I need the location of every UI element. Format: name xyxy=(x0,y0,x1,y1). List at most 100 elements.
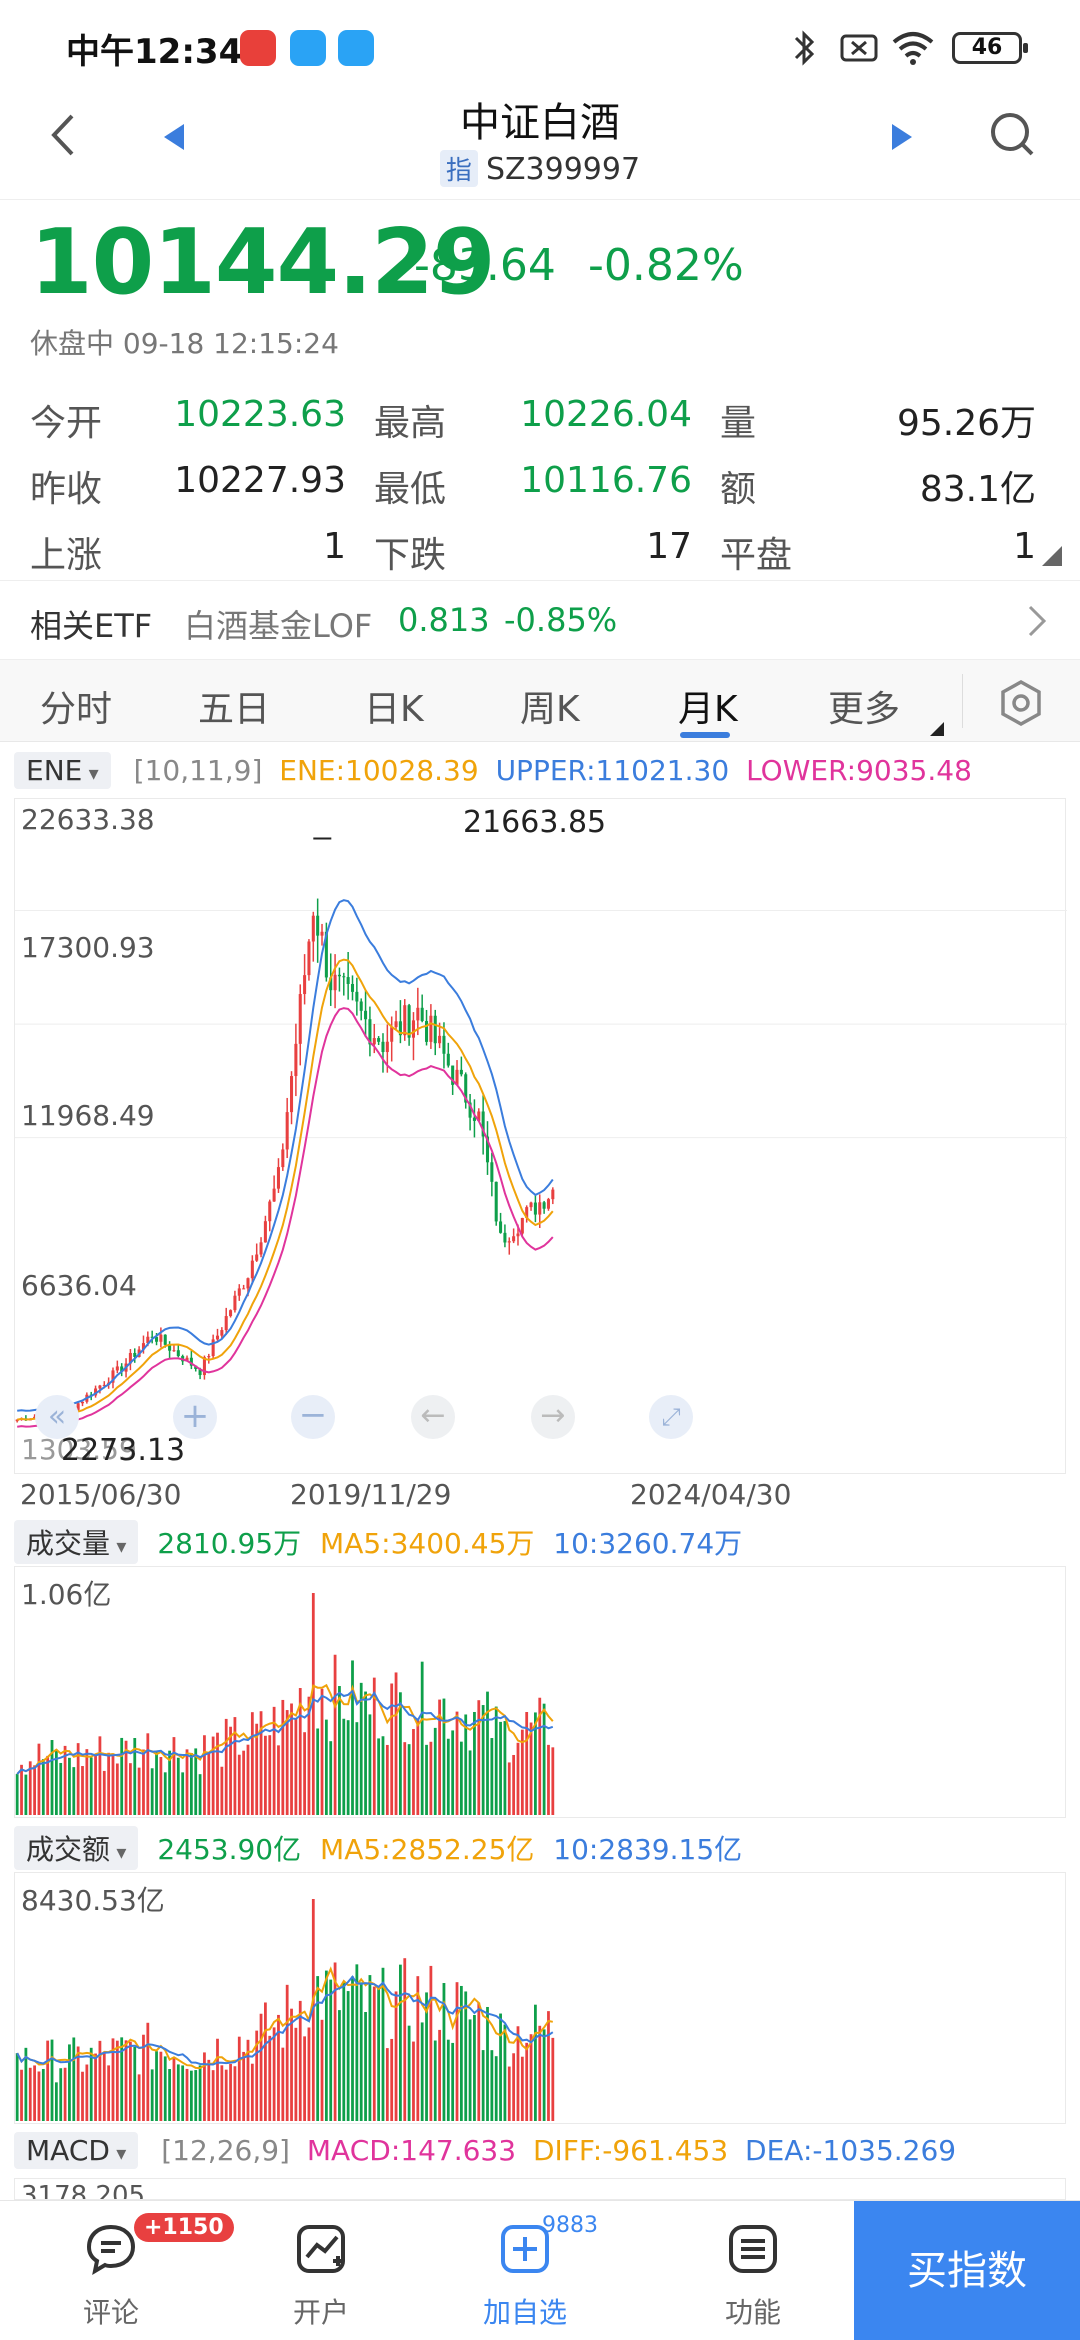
amount-bar xyxy=(481,2050,485,2121)
amount-bar xyxy=(342,1982,346,2121)
tab-monthly-k[interactable]: 月K xyxy=(678,689,738,730)
volume-bar xyxy=(111,1754,115,1815)
volume-bar xyxy=(54,1749,58,1815)
app-notification-icon xyxy=(240,30,276,66)
amount-dropdown[interactable]: 成交额 xyxy=(14,1826,139,1870)
tab-intraday[interactable]: 分时 xyxy=(40,689,113,730)
buy-index-button[interactable]: 买指数 xyxy=(854,2201,1080,2340)
amount-bar xyxy=(85,2064,89,2121)
kline-candle xyxy=(442,1035,446,1054)
fullscreen-icon[interactable]: ⤢ xyxy=(649,1395,693,1439)
kline-candle xyxy=(342,976,346,978)
volume-bar xyxy=(85,1749,89,1815)
scroll-left-icon[interactable]: ← xyxy=(411,1395,455,1439)
volume-bar xyxy=(224,1718,228,1815)
zoom-in-icon[interactable]: + xyxy=(173,1395,217,1439)
amount-value: 83.1亿 xyxy=(919,469,1036,510)
trade-time: 休盘中 09-18 12:15:24 xyxy=(30,327,339,360)
volume-bar xyxy=(129,1763,132,1815)
amount-bar xyxy=(203,2052,206,2121)
kline-candle xyxy=(176,1350,180,1357)
next-stock-icon[interactable] xyxy=(888,122,916,152)
volume-bar xyxy=(329,1741,333,1815)
back-icon[interactable] xyxy=(44,110,80,160)
kline-candle xyxy=(359,1001,363,1011)
kline-candle xyxy=(477,1111,481,1121)
kline-candle xyxy=(285,1112,289,1150)
expand-corner-icon[interactable] xyxy=(1040,544,1064,568)
volume-bar xyxy=(464,1714,468,1815)
volume-bar xyxy=(181,1772,185,1815)
current-price: 10144.29 xyxy=(30,210,496,315)
chat-notification-icon-2 xyxy=(338,30,374,66)
macd-chart-panel: 3178.205 xyxy=(14,2178,1066,2200)
amount-bar xyxy=(368,1975,372,2121)
kline-candle xyxy=(390,1027,394,1042)
kline-candle xyxy=(159,1334,163,1342)
volume-dropdown[interactable]: 成交量 xyxy=(14,1520,139,1564)
prev-stock-icon[interactable] xyxy=(160,122,188,152)
flat-count: 1 xyxy=(1013,526,1036,567)
tab-five-day[interactable]: 五日 xyxy=(198,689,271,730)
volume-bar xyxy=(290,1703,293,1815)
macd-diff: DIFF:-961.453 xyxy=(532,2134,729,2167)
chart-add-icon xyxy=(297,2225,345,2273)
amount-bar xyxy=(290,2008,293,2121)
ene-indicator-row: ENE [10,11,9] ENE:10028.39 UPPER:11021.3… xyxy=(14,752,1074,792)
scroll-right-icon[interactable]: → xyxy=(531,1395,575,1439)
nav-add-watchlist[interactable]: 加自选 xyxy=(460,2221,590,2331)
kline-candle xyxy=(324,931,328,978)
tab-weekly-k[interactable]: 周K xyxy=(520,689,580,730)
amount-bar xyxy=(399,1964,402,2121)
kline-candle xyxy=(468,1102,472,1118)
kline-candle xyxy=(246,1278,250,1289)
kline-candle xyxy=(80,1401,85,1404)
macd-dropdown[interactable]: MACD xyxy=(14,2132,139,2169)
related-etf-row[interactable]: 相关ETF 白酒基金LOF 0.813 -0.85% xyxy=(0,580,1080,660)
zoom-out-icon[interactable]: − xyxy=(291,1395,335,1439)
volume-bar xyxy=(307,1696,311,1815)
volume-bar xyxy=(155,1752,158,1815)
volume-bar xyxy=(529,1722,533,1815)
volume-bar xyxy=(516,1742,520,1815)
x-label-1: 2015/06/30 xyxy=(20,1478,182,1511)
nav-comment[interactable]: 评论 xyxy=(46,2221,176,2331)
kline-candle xyxy=(215,1335,220,1340)
kline-candle xyxy=(276,1167,280,1189)
amount-bar xyxy=(146,2022,150,2121)
nav-account-label: 开户 xyxy=(292,2296,349,2329)
kline-chart-panel[interactable]: 22633.38 17300.93 11968.49 6636.04 1303.… xyxy=(14,798,1067,1474)
scroll-to-start-icon[interactable]: « xyxy=(35,1395,79,1439)
volume-ma10-line xyxy=(16,1689,554,1775)
volume-bar xyxy=(538,1697,542,1815)
volume-bar xyxy=(59,1762,63,1815)
amount-bar xyxy=(72,2037,76,2121)
search-icon[interactable] xyxy=(988,110,1038,160)
tab-more[interactable]: 更多 xyxy=(828,689,901,730)
volume-bar xyxy=(15,1774,19,1815)
kline-candle xyxy=(525,1207,529,1218)
volume-bar xyxy=(320,1688,324,1815)
amount-bar xyxy=(346,1991,350,2121)
kline-candle xyxy=(128,1352,132,1364)
amount-bar xyxy=(229,2063,232,2121)
settings-hex-icon[interactable] xyxy=(996,678,1046,728)
amount-bar xyxy=(41,2068,45,2121)
ene-value: ENE:10028.39 xyxy=(279,754,479,787)
tab-daily-k[interactable]: 日K xyxy=(364,689,424,730)
kline-candle xyxy=(255,1254,259,1261)
amount-bar xyxy=(242,2051,246,2121)
ene-dropdown[interactable]: ENE xyxy=(14,752,111,789)
amount-bar xyxy=(381,1967,385,2121)
kline-candle xyxy=(394,1021,398,1028)
volume-bar xyxy=(237,1754,241,1815)
nav-functions[interactable]: 功能 xyxy=(688,2221,818,2331)
macd-indicator-row: MACD [12,26,9] MACD:147.633 DIFF:-961.45… xyxy=(14,2132,1074,2172)
volume-bar xyxy=(259,1711,263,1815)
amount-bar xyxy=(54,2082,58,2121)
volume-bar xyxy=(468,1750,472,1815)
nav-open-account[interactable]: 开户 xyxy=(256,2221,386,2331)
amount-bar xyxy=(20,2069,23,2121)
amount-bar xyxy=(216,2038,219,2121)
kline-candle xyxy=(403,1005,407,1036)
